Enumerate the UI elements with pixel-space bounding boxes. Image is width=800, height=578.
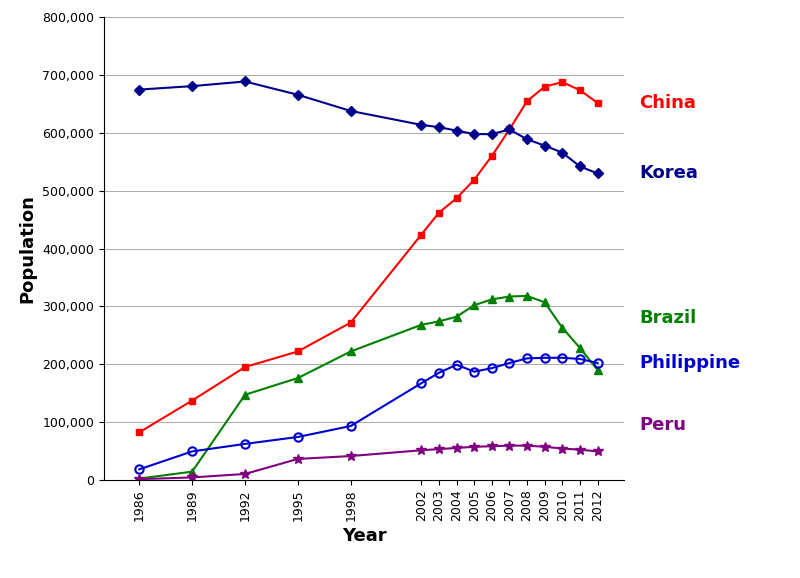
Text: Korea: Korea bbox=[640, 164, 698, 183]
Text: Peru: Peru bbox=[640, 416, 686, 434]
Y-axis label: Population: Population bbox=[18, 194, 37, 303]
Text: Brazil: Brazil bbox=[640, 309, 697, 327]
Text: Philippine: Philippine bbox=[640, 354, 741, 372]
X-axis label: Year: Year bbox=[342, 527, 386, 545]
Text: China: China bbox=[640, 94, 697, 112]
